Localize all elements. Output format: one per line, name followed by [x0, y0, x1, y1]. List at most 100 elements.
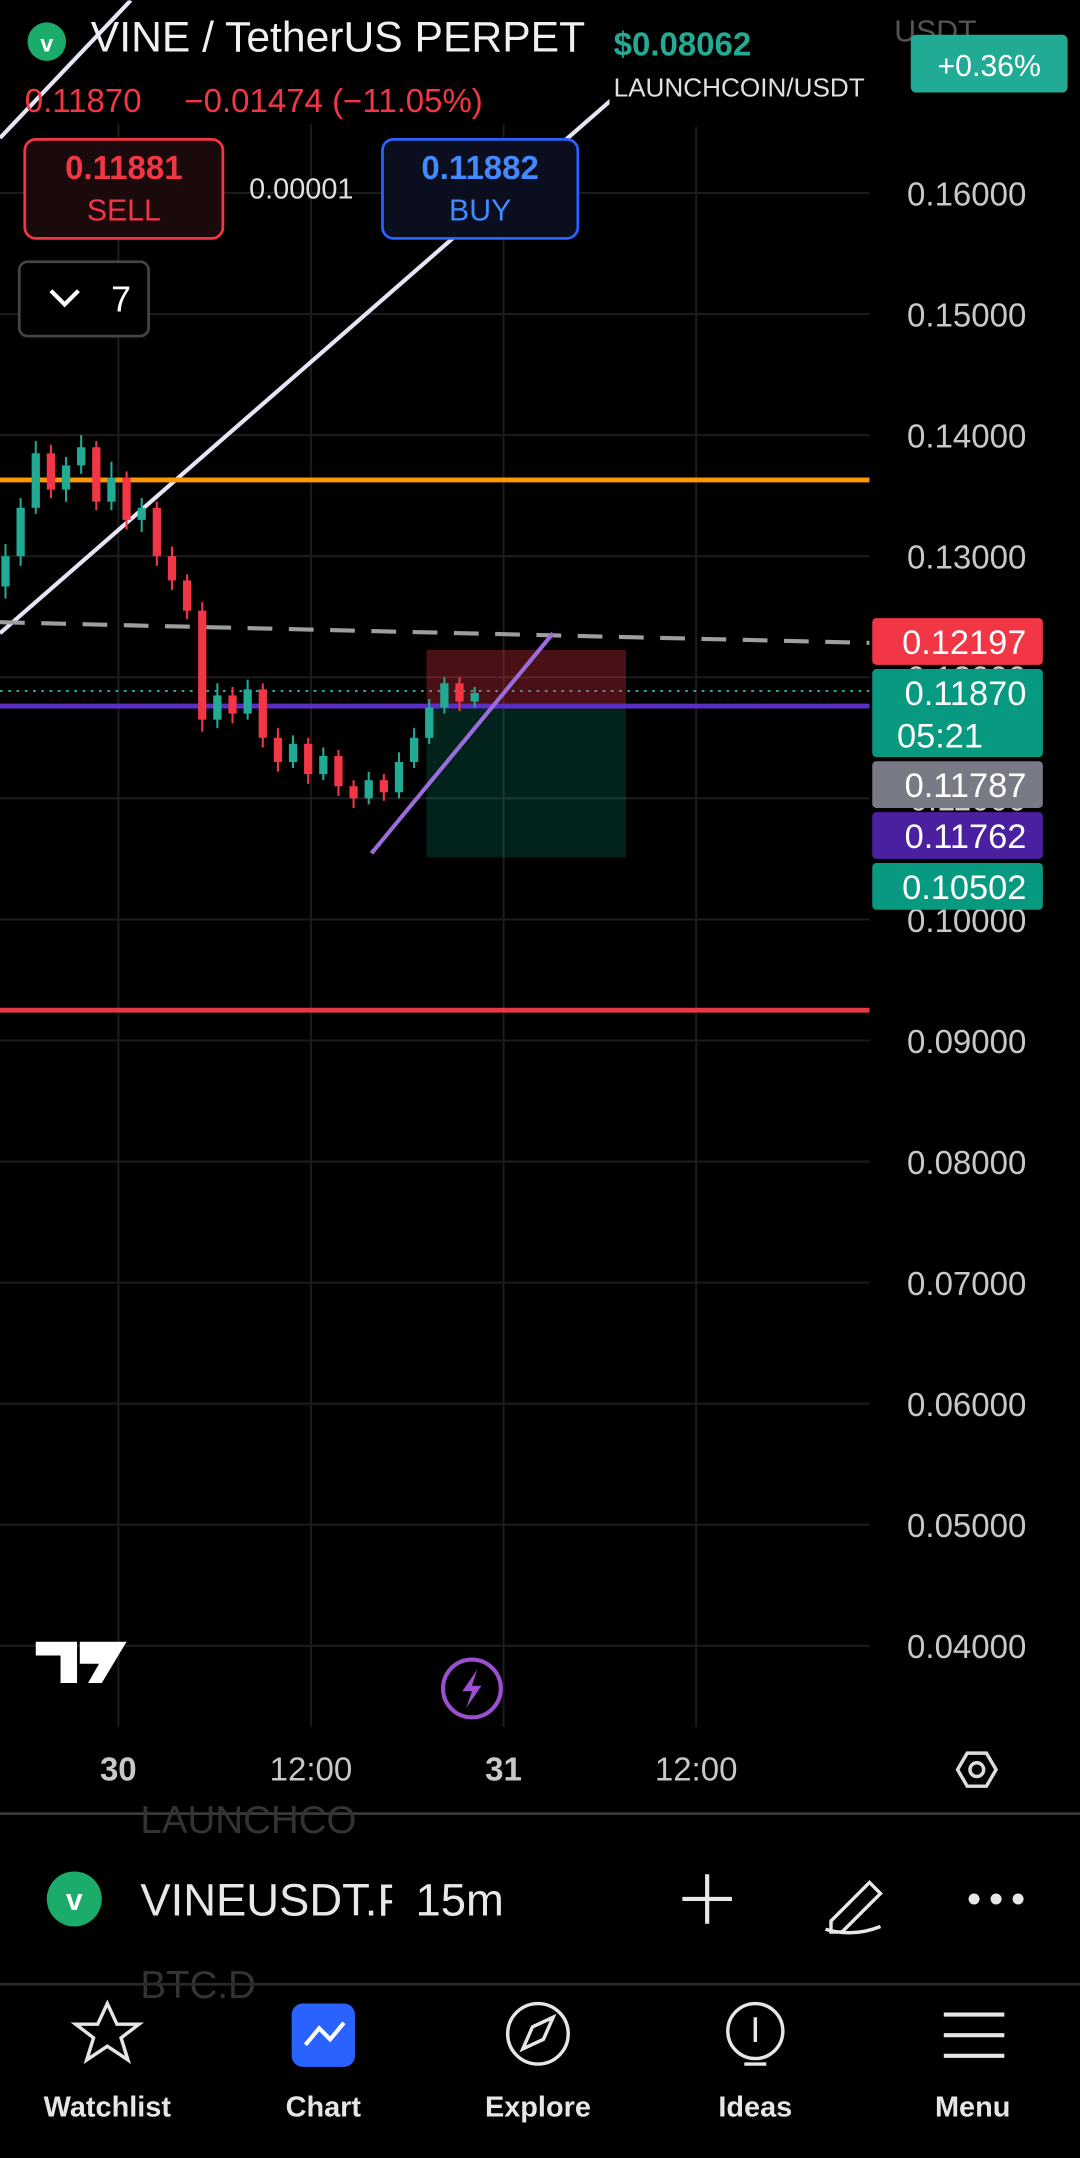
add-button[interactable] [682, 1874, 732, 1924]
candle-body [213, 695, 222, 720]
chevron-icon [49, 289, 80, 308]
nav-label[interactable]: Chart [286, 2091, 362, 2123]
candle-body [288, 743, 298, 763]
candle-body [152, 507, 161, 557]
price-tag [872, 761, 1043, 808]
spread: 0.00001 [249, 173, 353, 205]
price-change: −0.01474 (−11.05%) [184, 82, 482, 119]
countdown: 05:21 [897, 717, 983, 755]
ghost-text: LAUNCHCO [140, 1799, 356, 1842]
widget-change-badge [910, 34, 1068, 93]
price-tick-label: 0.07000 [907, 1265, 1026, 1302]
time-tick-label: 30 [100, 1751, 137, 1788]
price-tag-label: 0.10502 [902, 869, 1026, 907]
toolbar-interval[interactable]: 15m [415, 1874, 503, 1925]
candle-body [92, 447, 101, 502]
nav-label[interactable]: Explore [485, 2091, 591, 2123]
symbol-title[interactable]: VINE / TetherUS PERPET [91, 13, 585, 61]
candle-body [409, 737, 419, 763]
lightning-icon [462, 1669, 482, 1708]
candle-body [46, 453, 56, 490]
toolbar-symbol[interactable]: VINEUSDT.P [140, 1874, 407, 1925]
candle-body [77, 447, 86, 466]
indicators-toggle[interactable] [17, 260, 150, 338]
menu-icon[interactable] [943, 2012, 1005, 2058]
price-tick-label: 0.05000 [907, 1507, 1026, 1544]
candle-body [470, 693, 479, 702]
trend-line [369, 631, 555, 855]
candle-body [273, 737, 283, 763]
tv-logo [35, 1641, 127, 1683]
grid [0, 124, 870, 1727]
settings-icon-center [968, 1761, 986, 1779]
sell-button[interactable] [23, 137, 225, 240]
price-tick-label: 0.06000 [907, 1386, 1026, 1423]
draw-button[interactable] [824, 1880, 883, 1935]
time-tick-label: 31 [485, 1751, 522, 1788]
buy-price: 0.11882 [421, 149, 538, 186]
candle-body [31, 453, 40, 508]
price-tag-label: 0.11762 [905, 818, 1027, 856]
price-tick-label: 0.14000 [907, 418, 1026, 455]
target-zone [426, 704, 626, 858]
lightning-button[interactable] [440, 1657, 503, 1720]
candle-body [304, 743, 313, 775]
time-tick-label: 12:00 [270, 1751, 353, 1788]
candle-body [107, 477, 116, 502]
explore-icon[interactable] [505, 2001, 570, 2066]
nav-label[interactable]: Menu [935, 2091, 1010, 2123]
price-tag [872, 669, 1043, 758]
candle-body [349, 786, 358, 799]
candle-body [379, 780, 388, 793]
price-tick-label: 0.16000 [907, 175, 1026, 212]
candle-body [319, 755, 328, 775]
chart-icon-line [303, 2021, 346, 2047]
more-button[interactable] [968, 1893, 1024, 1905]
settings-icon[interactable] [955, 1751, 999, 1788]
buy-button[interactable] [381, 137, 580, 240]
time-tick-label: 12:00 [655, 1751, 738, 1788]
watchlist-icon[interactable] [70, 1999, 145, 2065]
symbol-logo [27, 22, 67, 61]
nav-label[interactable]: Watchlist [44, 2091, 172, 2123]
price-tag [872, 863, 1043, 910]
time-axis: 30 12:00 31 12:00 [100, 1751, 737, 1788]
price-tick-label: 0.09000 [907, 1023, 1026, 1060]
candle-body [61, 465, 71, 490]
widget-price: $0.08062 [614, 25, 752, 62]
candle-body [16, 507, 25, 557]
dot [1012, 1893, 1024, 1905]
candle-body [1, 556, 10, 587]
dot [968, 1893, 980, 1905]
price-tags: 0.12197 0.11870 05:21 0.11787 0.11762 0.10502 [872, 618, 1043, 910]
sell-label: SELL [87, 195, 161, 228]
candle-body [122, 477, 131, 520]
indicators-count: 7 [111, 279, 131, 319]
candle-body [425, 707, 434, 738]
candle-body [258, 689, 267, 738]
candle-body [228, 695, 237, 714]
candle-body [137, 507, 146, 520]
candle-body [182, 580, 192, 611]
logo-glyph: v [40, 30, 53, 56]
buy-label: BUY [449, 195, 511, 228]
ideas-icon[interactable] [726, 2001, 785, 2061]
price-tag-label: 0.11870 [905, 675, 1027, 713]
price-tick-label: 0.04000 [907, 1628, 1026, 1665]
candle-body [334, 755, 343, 787]
symbol-logo [46, 1871, 102, 1927]
dashed-level [0, 620, 870, 645]
candle-body [455, 683, 464, 702]
price-tag-label: 0.12197 [902, 624, 1026, 662]
candle-body [440, 683, 449, 708]
price-tick-label: 0.08000 [907, 1144, 1026, 1181]
candle-body [243, 689, 252, 714]
candle-body [167, 556, 177, 581]
bulb-detail [744, 2017, 767, 2066]
price-tag [872, 812, 1043, 859]
candle-body [364, 780, 373, 799]
dot [990, 1893, 1002, 1905]
nav-label[interactable]: Ideas [718, 2091, 792, 2123]
